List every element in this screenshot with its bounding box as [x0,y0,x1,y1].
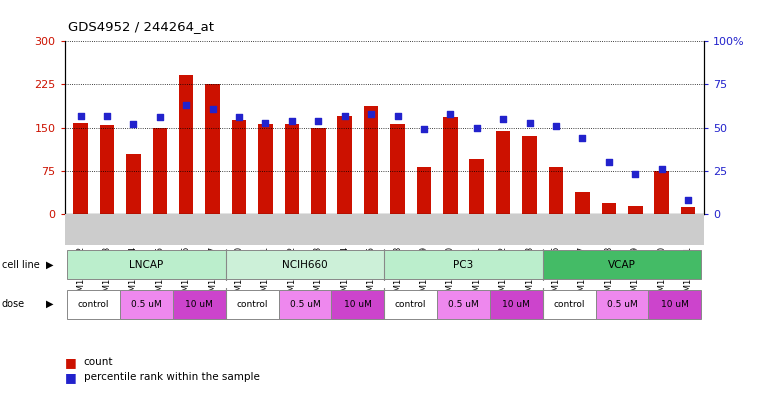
Bar [311,128,326,214]
Bar [681,207,696,214]
Text: 0.5 uM: 0.5 uM [448,300,479,309]
Bar [67,250,226,279]
Text: LNCAP: LNCAP [129,260,164,270]
Bar [173,290,226,319]
Text: NCIH660: NCIH660 [282,260,328,270]
Bar [417,167,431,214]
Bar [443,118,457,214]
Bar [654,171,669,214]
Bar [152,128,167,214]
Text: ■: ■ [65,356,76,369]
Text: count: count [84,357,113,367]
Point [497,116,509,122]
Text: PC3: PC3 [454,260,473,270]
Bar [179,75,193,214]
Text: ■: ■ [65,371,76,384]
Point [576,135,588,141]
Point [180,102,193,108]
Text: control: control [395,300,426,309]
Bar [279,290,332,319]
Point [444,111,457,117]
Text: 0.5 uM: 0.5 uM [607,300,638,309]
Point [286,118,298,124]
Bar [337,116,352,214]
Bar [575,192,590,214]
Point [101,112,113,119]
Point [550,123,562,129]
Bar [648,290,702,319]
Point [154,114,166,121]
Bar [226,250,384,279]
Bar [232,120,247,214]
Bar [437,290,490,319]
Text: 0.5 uM: 0.5 uM [290,300,320,309]
Point [339,112,351,119]
Text: 10 uM: 10 uM [661,300,689,309]
Text: dose: dose [2,299,24,309]
Point [312,118,324,124]
Bar [205,84,220,214]
Bar [73,123,88,214]
Point [260,119,272,126]
Bar [490,290,543,319]
Text: 10 uM: 10 uM [344,300,372,309]
Bar [384,290,437,319]
Text: ▶: ▶ [46,299,53,309]
Bar [126,154,141,214]
Bar [628,206,642,214]
Point [206,106,218,112]
Bar [120,290,173,319]
Text: 10 uM: 10 uM [186,300,213,309]
Bar [364,106,378,214]
Text: GDS4952 / 244264_at: GDS4952 / 244264_at [68,20,215,33]
Bar [543,290,596,319]
Bar [549,167,563,214]
Text: ▶: ▶ [46,260,53,270]
Bar [332,290,384,319]
Bar [258,124,272,214]
Point [655,166,667,173]
Point [233,114,245,121]
Point [418,126,430,132]
Text: 10 uM: 10 uM [502,300,530,309]
Text: VCAP: VCAP [608,260,636,270]
Point [470,125,482,131]
Point [127,121,139,127]
Bar [496,130,511,214]
Point [603,159,615,165]
Text: cell line: cell line [2,260,40,270]
Text: 0.5 uM: 0.5 uM [131,300,162,309]
Bar [601,203,616,214]
Text: control: control [237,300,268,309]
Point [524,119,536,126]
Bar [390,124,405,214]
Bar [470,160,484,214]
Text: control: control [78,300,110,309]
Bar [285,124,299,214]
Point [75,112,87,119]
Bar [67,290,120,319]
Bar [100,125,114,214]
Bar [543,250,702,279]
Bar [226,290,279,319]
Point [682,197,694,204]
Point [629,171,642,178]
Bar [596,290,648,319]
Point [391,112,403,119]
Bar [384,250,543,279]
Bar [522,136,537,214]
Text: control: control [553,300,585,309]
Text: percentile rank within the sample: percentile rank within the sample [84,372,260,382]
Point [365,111,377,117]
